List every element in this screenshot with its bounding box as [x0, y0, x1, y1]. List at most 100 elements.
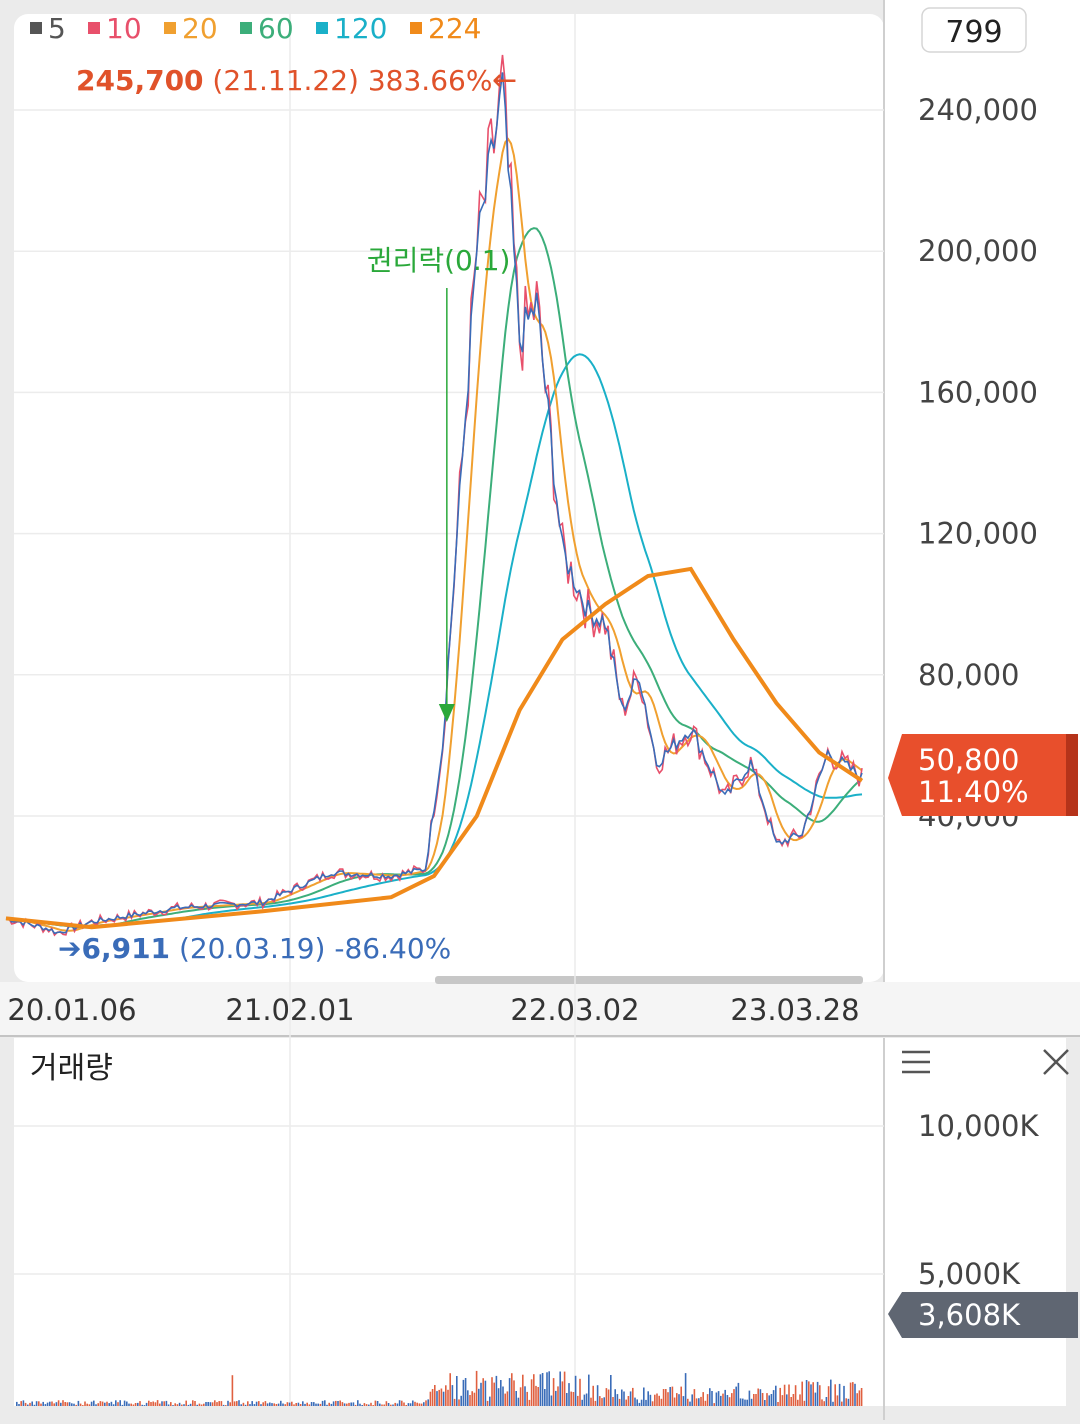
- volume-bar: [346, 1403, 348, 1406]
- volume-bar: [497, 1388, 500, 1406]
- volume-bar: [715, 1392, 718, 1406]
- volume-bar: [860, 1388, 863, 1406]
- volume-bar: [264, 1401, 267, 1406]
- gridlines: [14, 14, 884, 1406]
- volume-bar: [429, 1391, 432, 1406]
- volume-bar: [247, 1401, 249, 1406]
- volume-bar: [381, 1404, 383, 1406]
- volume-bar: [183, 1404, 185, 1406]
- volume-bar: [852, 1382, 854, 1406]
- volume-bar: [588, 1374, 590, 1406]
- volume-bar: [651, 1401, 654, 1406]
- counter-box[interactable]: [921, 7, 1027, 53]
- volume-bar: [544, 1389, 546, 1406]
- hamburger-menu-icon[interactable]: [902, 1050, 930, 1074]
- volume-bar: [313, 1402, 315, 1406]
- volume-bar: [572, 1392, 575, 1406]
- volume-bar: [792, 1394, 795, 1406]
- volume-bar: [269, 1402, 271, 1406]
- price-line: [5, 72, 863, 935]
- legend-swatch: [30, 22, 42, 34]
- volume-bar: [612, 1397, 614, 1406]
- volume-bar: [486, 1400, 489, 1406]
- volume-bar: [352, 1402, 355, 1406]
- volume-bar: [757, 1388, 759, 1406]
- volume-bar: [812, 1382, 814, 1406]
- volume-bar: [794, 1385, 797, 1406]
- volume-bar: [348, 1402, 350, 1406]
- volume-bar: [161, 1401, 163, 1406]
- volume-bar: [401, 1400, 403, 1406]
- legend-label: 224: [428, 12, 481, 45]
- volume-bar: [205, 1402, 207, 1406]
- volume-bar: [797, 1399, 799, 1406]
- volume-bar: [233, 1401, 236, 1406]
- volume-bar: [73, 1403, 75, 1406]
- volume-bar: [75, 1404, 77, 1406]
- volume-bar: [519, 1387, 522, 1406]
- current-price-change: 11.40%: [918, 775, 1029, 809]
- volume-bar: [511, 1373, 513, 1406]
- volume-bar: [684, 1373, 687, 1406]
- volume-bar: [152, 1401, 154, 1406]
- volume-bar: [610, 1375, 612, 1406]
- volume-title: 거래량: [30, 1051, 113, 1086]
- volume-bar: [104, 1402, 106, 1406]
- volume-bar: [471, 1391, 473, 1406]
- volume-bar: [601, 1398, 603, 1406]
- volume-bar: [77, 1400, 80, 1406]
- volume-bar: [363, 1403, 366, 1406]
- volume-bar: [502, 1386, 504, 1406]
- volume-bar: [550, 1395, 553, 1406]
- event-marker-label: 권리락(0.1): [367, 244, 511, 277]
- legend-swatch: [164, 22, 176, 34]
- volume-bar: [374, 1400, 377, 1406]
- volume-bar: [198, 1403, 201, 1406]
- ma-224-line: [5, 566, 864, 930]
- volume-bar: [753, 1394, 755, 1406]
- volume-bar: [528, 1399, 531, 1406]
- volume-bar: [682, 1396, 685, 1406]
- volume-bar: [123, 1400, 126, 1406]
- volume-bar: [759, 1389, 762, 1406]
- volume-bar: [603, 1397, 605, 1406]
- volume-bar: [464, 1378, 467, 1406]
- volume-bar: [271, 1403, 273, 1406]
- volume-bar: [561, 1381, 564, 1406]
- low-arrow: ➔: [58, 932, 81, 965]
- volume-bar: [370, 1402, 372, 1406]
- volume-bar: [319, 1403, 322, 1406]
- volume-bar: [385, 1401, 388, 1406]
- volume-bar: [726, 1395, 729, 1406]
- volume-bar: [317, 1403, 319, 1406]
- volume-bar: [244, 1404, 247, 1406]
- current-volume-value: 3,608K: [918, 1298, 1021, 1332]
- volume-bar: [112, 1404, 115, 1406]
- volume-bar: [801, 1381, 803, 1406]
- range-scrollbar[interactable]: [435, 976, 863, 984]
- volume-bar: [242, 1402, 245, 1406]
- volume-bar: [24, 1402, 27, 1406]
- volume-bar: [689, 1401, 691, 1406]
- close-icon[interactable]: [1043, 1049, 1069, 1075]
- volume-bar: [750, 1398, 753, 1406]
- volume-bar: [394, 1402, 396, 1406]
- volume-bar: [761, 1393, 764, 1406]
- volume-bar: [709, 1388, 711, 1406]
- low-annotation: ➔6,911 (20.03.19) -86.40%: [58, 932, 451, 965]
- high-arrow: ←: [492, 63, 517, 98]
- volume-bar: [194, 1401, 196, 1406]
- volume-bar: [304, 1403, 306, 1406]
- volume-bar: [629, 1391, 632, 1406]
- legend-label: 10: [106, 12, 142, 45]
- volume-bar: [337, 1401, 339, 1406]
- volume-bar: [533, 1374, 535, 1406]
- volume-bar: [522, 1374, 524, 1406]
- volume-bar: [22, 1400, 25, 1406]
- volume-bar: [618, 1398, 621, 1406]
- volume-bar: [592, 1385, 594, 1406]
- volume-bar: [308, 1404, 311, 1406]
- volume-bar: [121, 1404, 124, 1406]
- volume-bar: [700, 1396, 702, 1406]
